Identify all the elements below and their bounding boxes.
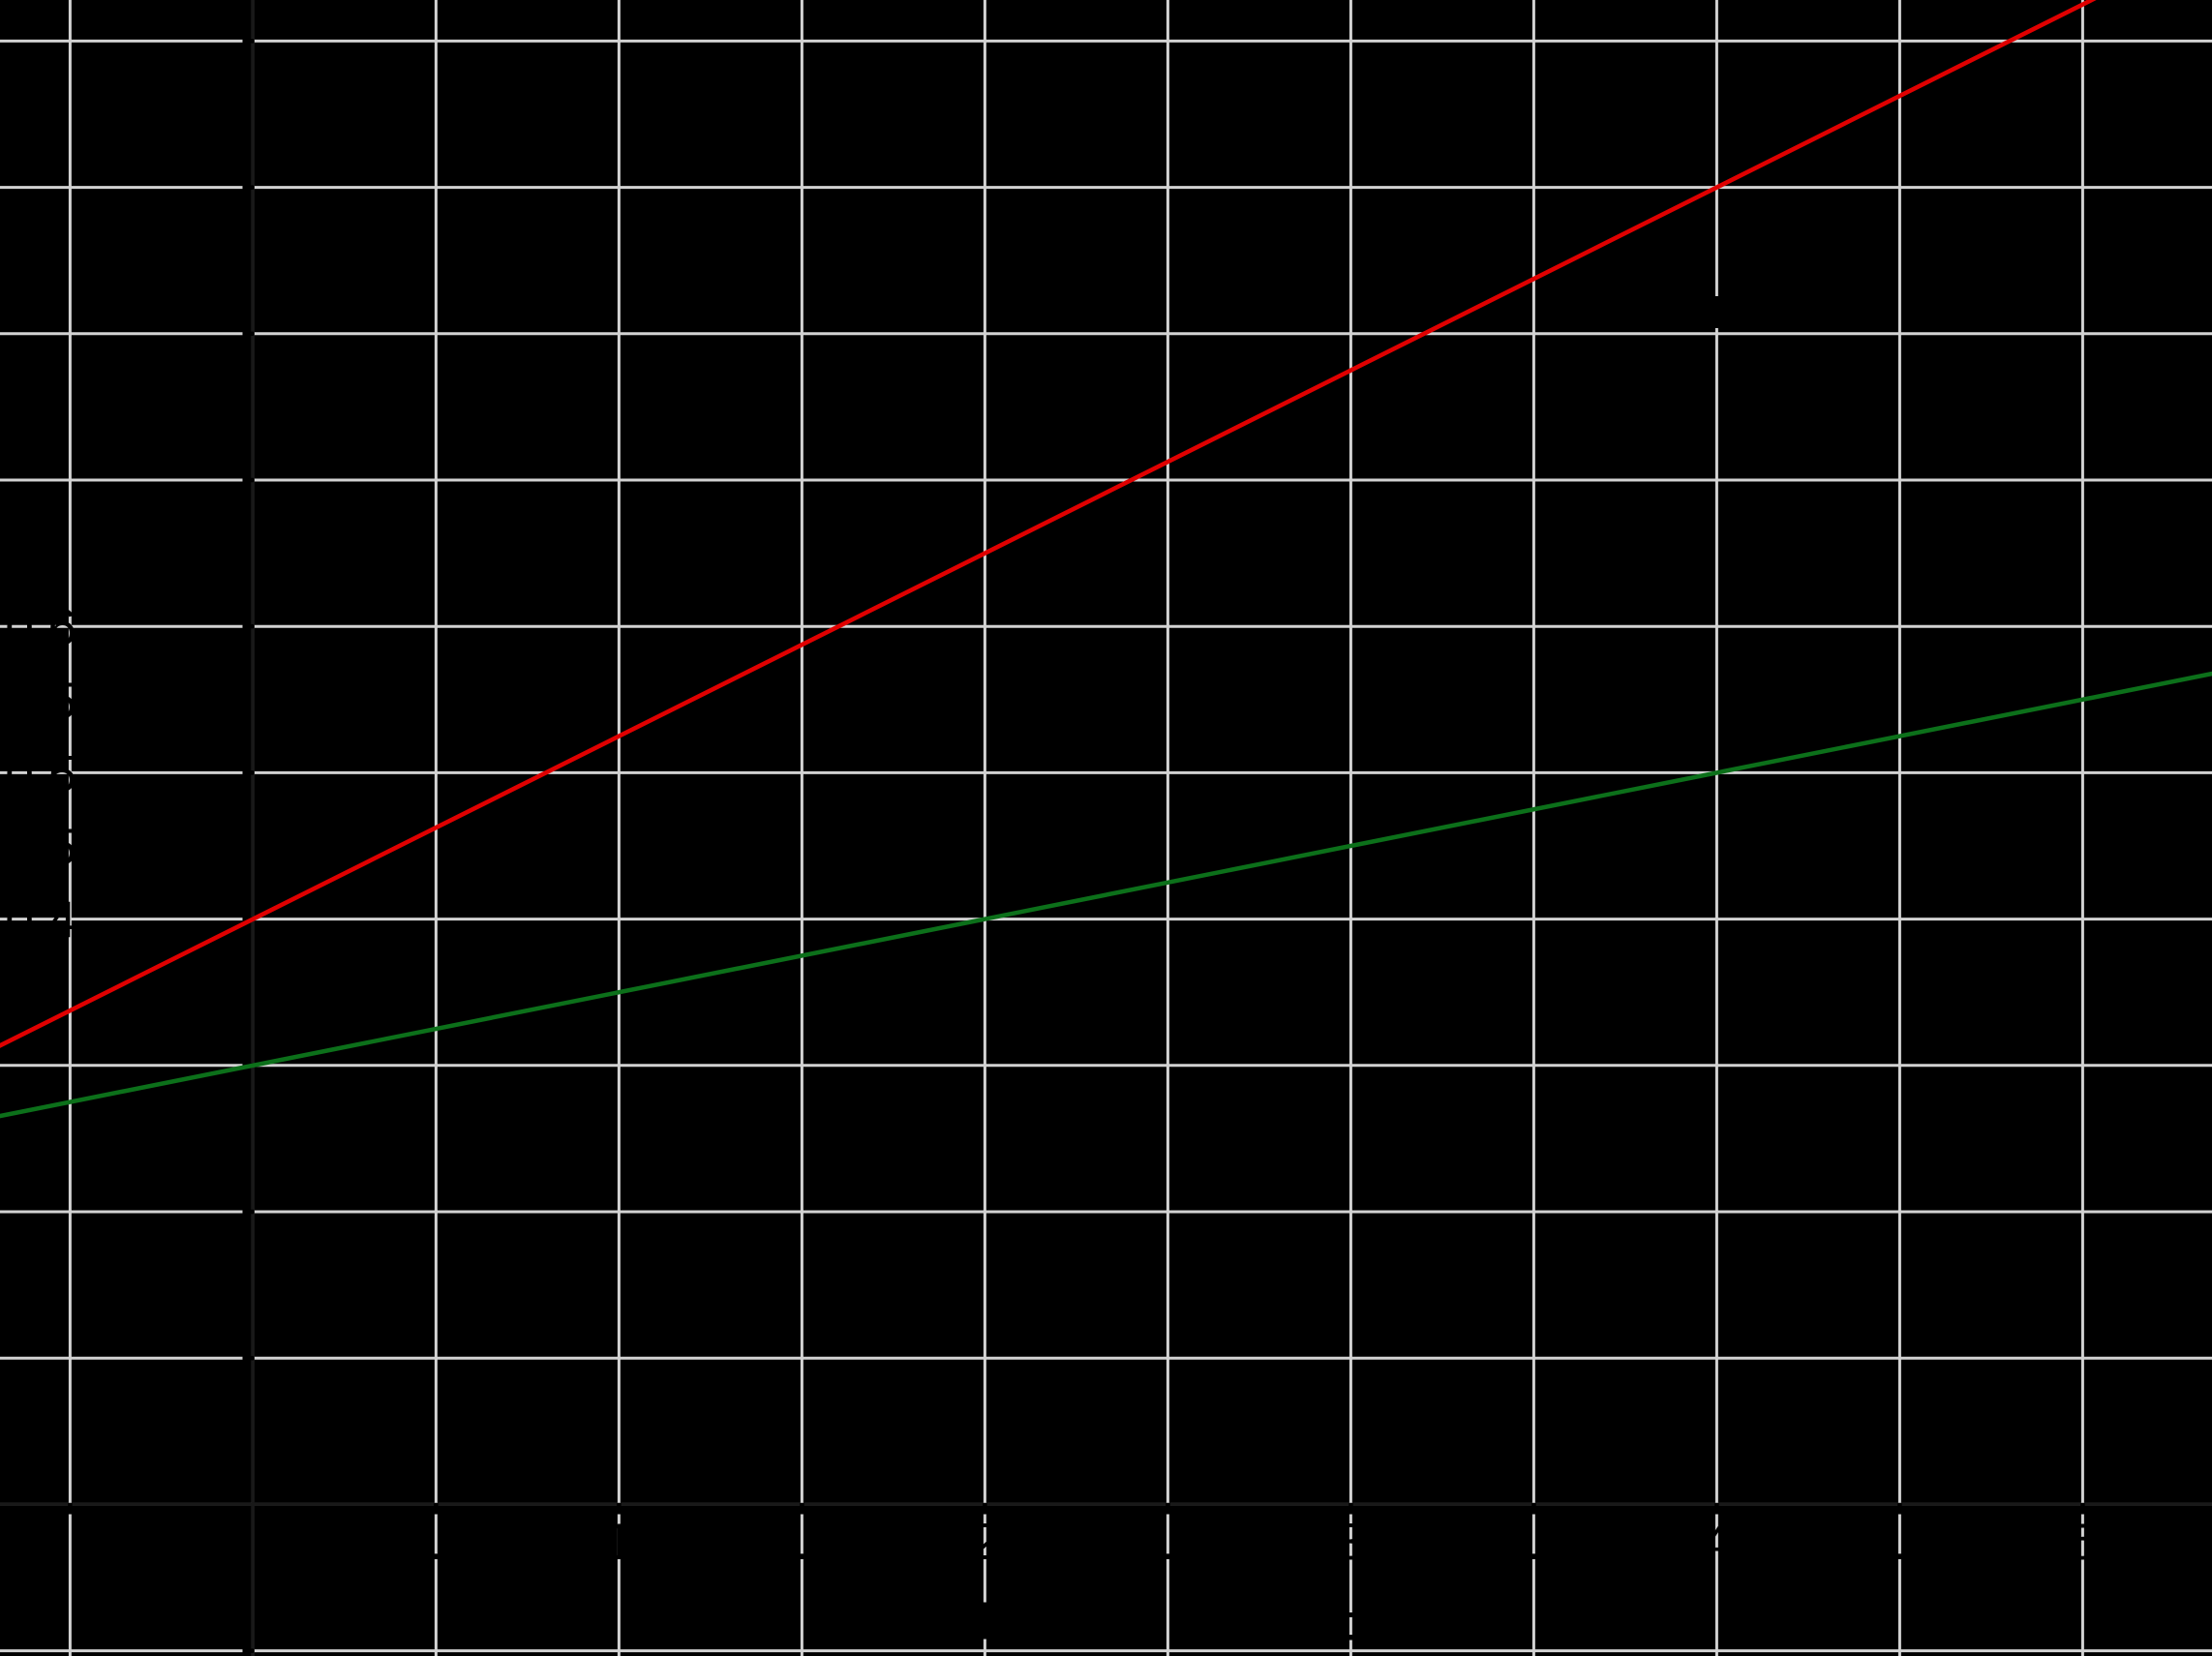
svg-text:0: 0 [214, 1514, 242, 1571]
svg-text:5: 5 [2069, 1514, 2097, 1571]
svg-text:0.45: 0.45 [0, 819, 76, 876]
svg-text:4: 4 [1703, 1514, 1731, 1571]
svg-text:0.5: 0.5 [401, 1514, 472, 1571]
svg-text:1: 1 [605, 1514, 633, 1571]
svg-text:3: 3 [1337, 1514, 1365, 1571]
svg-text:0.6: 0.6 [5, 599, 76, 656]
svg-text:0.4: 0.4 [5, 892, 76, 949]
svg-text:3.5: 3.5 [1499, 1514, 1570, 1571]
svg-text:2: 2 [971, 1514, 999, 1571]
svg-text:0.5: 0.5 [5, 745, 76, 802]
svg-text:1.5: 1.5 [767, 1514, 838, 1571]
svg-text:4.5: 4.5 [1864, 1514, 1936, 1571]
svg-text:2.5: 2.5 [1133, 1514, 1204, 1571]
svg-text:0.55: 0.55 [0, 673, 76, 730]
